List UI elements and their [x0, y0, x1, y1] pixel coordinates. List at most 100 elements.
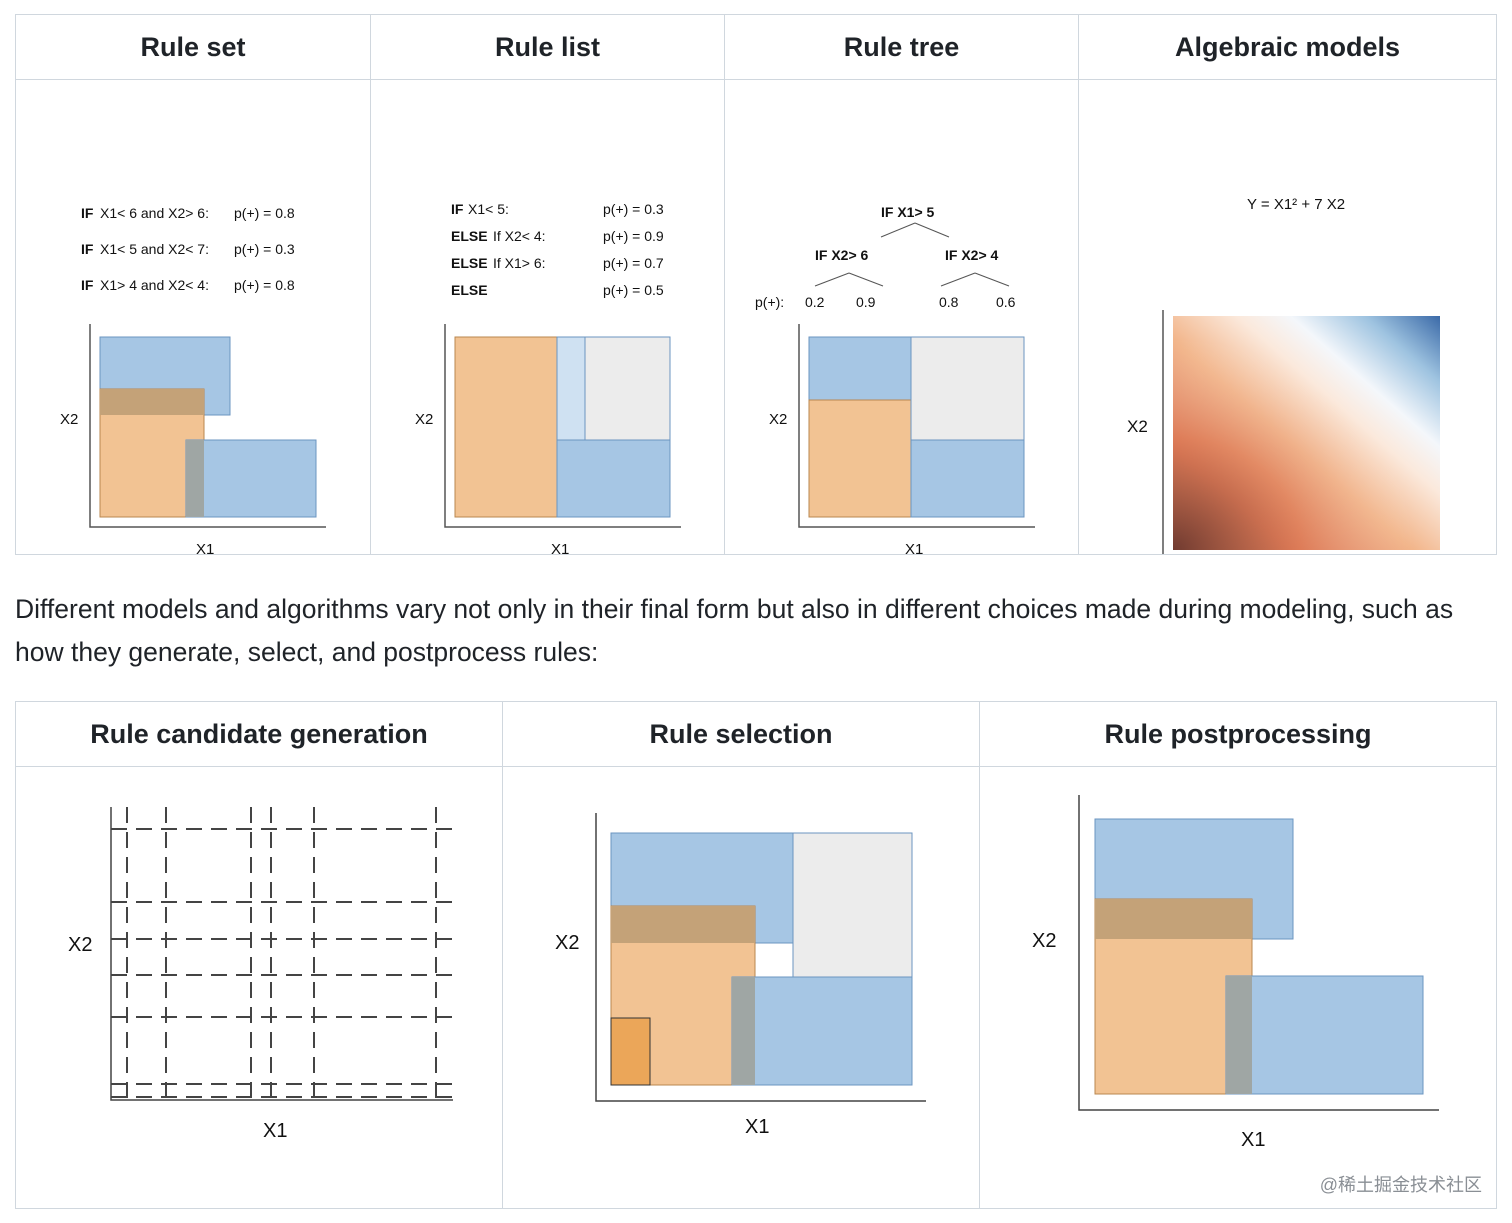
algebraic-axes	[1162, 310, 1164, 554]
list-rule-2-keyword: ELSE	[451, 228, 488, 244]
x-axis-label: X1	[551, 541, 569, 554]
tree-leaf-2: 0.9	[856, 294, 876, 310]
header-rule-tree: Rule tree	[724, 14, 1079, 80]
rule-3-probability: p(+) = 0.8	[234, 277, 295, 293]
rule-2-condition: X1< 5 and X2< 7:	[100, 241, 209, 257]
list-rule-2-probability: p(+) = 0.9	[603, 228, 664, 244]
rule-2-probability: p(+) = 0.3	[234, 241, 295, 257]
header-rule-set: Rule set	[15, 14, 371, 80]
rule-tree-axes	[798, 324, 1035, 528]
rule-selection-cell: X2 X1	[502, 766, 980, 1209]
rule-1-probability: p(+) = 0.8	[234, 205, 295, 221]
region-dark-orange	[610, 1017, 651, 1086]
candidate-generation-cell: X2 X1	[15, 766, 503, 1209]
list-rule-4-keyword: ELSE	[451, 282, 488, 298]
x-axis-label: X1	[1241, 1129, 1265, 1151]
region-blue-bottom	[1225, 975, 1424, 1095]
tree-root-node: IF X1> 5	[881, 204, 935, 220]
rule-set-rules: IF X1< 6 and X2> 6: p(+) = 0.8 IF X1< 5 …	[81, 205, 295, 293]
region-overlap-top	[611, 906, 755, 943]
rule-list-axes	[444, 324, 681, 528]
x-axis-label: X1	[745, 1116, 769, 1138]
region-blue-bottom	[185, 439, 317, 518]
region-blue	[556, 439, 671, 518]
header-rule-selection: Rule selection	[502, 701, 980, 767]
rule-selection-figure: X2 X1	[555, 813, 926, 1138]
model-forms-table: Rule set Rule list Rule tree Algebraic m…	[15, 14, 1497, 555]
region-overlap-top	[100, 389, 204, 415]
tree-edge	[914, 222, 950, 238]
tree-edge	[940, 272, 976, 287]
rule-list-figure: IF X1< 5: p(+) = 0.3 ELSE If X2< 4: p(+)…	[415, 201, 681, 554]
y-axis-label: X2	[68, 934, 92, 956]
header-rule-candidate-generation: Rule candidate generation	[15, 701, 503, 767]
header-rule-list: Rule list	[370, 14, 725, 80]
rule-set-cell: IF X1< 6 and X2> 6: p(+) = 0.8 IF X1< 5 …	[15, 79, 371, 555]
x-axis-label: X1	[905, 541, 923, 554]
list-rule-3-keyword: ELSE	[451, 255, 488, 271]
rule-3-keyword: IF	[81, 277, 94, 293]
tree-right-node: IF X2> 4	[945, 247, 999, 263]
list-rule-1-condition: X1< 5:	[468, 201, 509, 217]
rule-set-figure: IF X1< 6 and X2> 6: p(+) = 0.8 IF X1< 5 …	[60, 205, 326, 554]
header-rule-postprocessing: Rule postprocessing	[979, 701, 1497, 767]
list-rule-2-condition: If X2< 4:	[493, 228, 546, 244]
rule-3-condition: X1> 4 and X2< 4:	[100, 277, 209, 293]
region-blue-bottom	[731, 976, 913, 1086]
tree-edge	[880, 222, 916, 238]
y-axis-label: X2	[415, 411, 433, 428]
watermark: @稀土掘金技术社区	[1319, 1175, 1482, 1195]
rule-1-condition: X1< 6 and X2> 6:	[100, 205, 209, 221]
y-axis-label: X2	[60, 411, 78, 428]
heatmap-shading	[1173, 316, 1440, 550]
description-paragraph: Different models and algorithms vary not…	[15, 594, 1454, 667]
region-orange	[808, 399, 912, 518]
region-orange	[454, 336, 558, 518]
region-blue-bottom	[910, 439, 1025, 518]
algebraic-formula: Y = X1² + 7 X2	[1247, 196, 1345, 213]
region-gray	[584, 336, 671, 441]
list-rule-1-probability: p(+) = 0.3	[603, 201, 664, 217]
x-axis-label: X1	[263, 1120, 287, 1142]
candidate-dashed-lines	[111, 807, 453, 1100]
rule-2-keyword: IF	[81, 241, 94, 257]
list-rule-4-probability: p(+) = 0.5	[603, 282, 664, 298]
list-rule-3-condition: If X1> 6:	[493, 255, 546, 271]
algebraic-models-cell: Y = X1² + 7 X2 X2 X1	[1078, 79, 1497, 555]
region-overlap-bottom	[732, 977, 755, 1085]
tree-leaf-3: 0.8	[939, 294, 959, 310]
region-overlap-bottom	[1226, 976, 1252, 1094]
region-blue-top	[808, 336, 912, 401]
rule-postprocessing-figure: X2 X1	[1032, 795, 1439, 1151]
y-axis-label: X2	[769, 411, 787, 428]
region-gray	[910, 336, 1025, 441]
y-axis-label: X2	[1127, 417, 1148, 436]
tree-edge	[848, 272, 884, 287]
algebraic-model-figure: Y = X1² + 7 X2 X2 X1	[1127, 196, 1440, 554]
list-rule-3-probability: p(+) = 0.7	[603, 255, 664, 271]
region-gray	[792, 832, 913, 978]
tree-leaf-1: 0.2	[805, 294, 825, 310]
rule-1-keyword: IF	[81, 205, 94, 221]
rule-process-table: Rule candidate generation Rule selection…	[15, 701, 1497, 1209]
rule-set-axes	[89, 324, 326, 528]
region-overlap-top	[1095, 899, 1252, 939]
region-overlap-bottom	[186, 440, 204, 517]
rule-postprocessing-cell: X2 X1	[979, 766, 1497, 1209]
tree-edge	[814, 272, 850, 287]
list-rule-1-keyword: IF	[451, 201, 464, 217]
y-axis-label: X2	[555, 932, 579, 954]
candidate-grid-figure: X2 X1	[68, 807, 453, 1142]
rule-list-cell: IF X1< 5: p(+) = 0.3 ELSE If X2< 4: p(+)…	[370, 79, 725, 555]
rule-tree-figure: IF X1> 5 IF X2> 6 IF X2> 4 p(+): 0.2 0.9…	[755, 204, 1035, 554]
candidate-axes	[110, 807, 453, 1101]
rule-list-rules: IF X1< 5: p(+) = 0.3 ELSE If X2< 4: p(+)…	[451, 201, 664, 298]
postprocessing-axes	[1078, 795, 1439, 1111]
header-algebraic-models: Algebraic models	[1078, 14, 1497, 80]
tree-left-node: IF X2> 6	[815, 247, 869, 263]
selection-axes	[595, 813, 926, 1102]
rule-tree-cell: IF X1> 5 IF X2> 6 IF X2> 4 p(+): 0.2 0.9…	[724, 79, 1079, 555]
x-axis-label: X1	[196, 541, 214, 554]
region-light-blue	[556, 336, 586, 441]
tree-leaf-label: p(+):	[755, 294, 784, 310]
